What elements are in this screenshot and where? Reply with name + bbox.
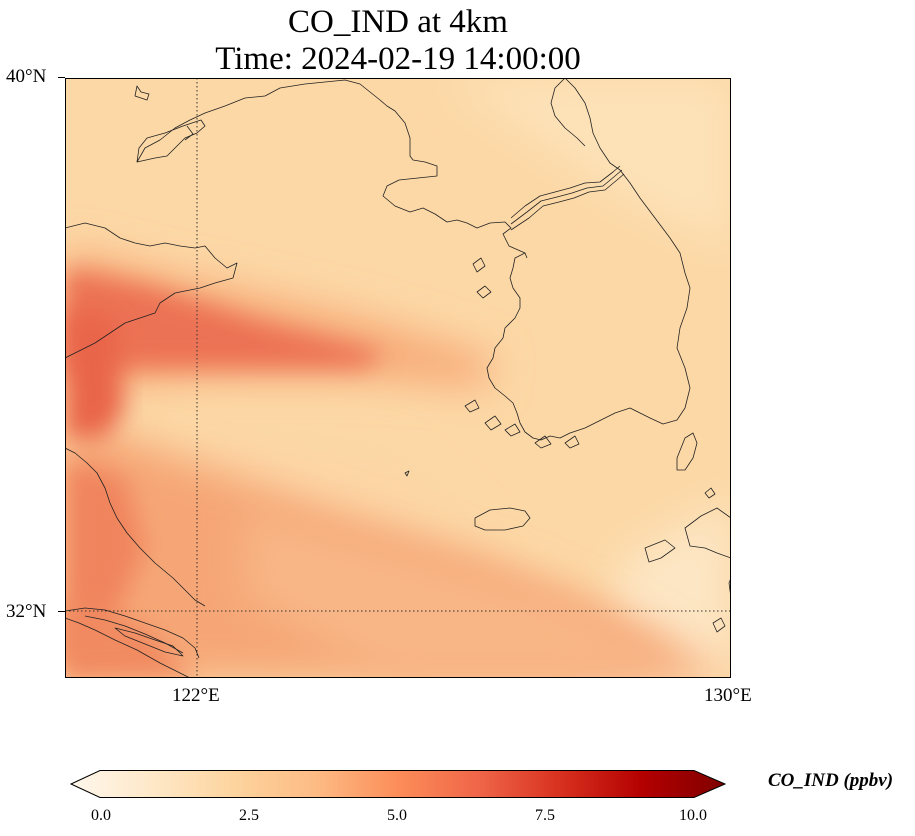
colorbar-label: CO_IND (ppbv) (768, 770, 894, 791)
colorbar-tick-3: 7.5 (535, 807, 555, 824)
colorbar-tick-2: 5.0 (387, 807, 407, 824)
map-title: CO_IND at 4km (288, 4, 508, 40)
lat-label-32n: 32°N (6, 601, 47, 622)
concentration-field (65, 78, 731, 678)
map-panel (65, 78, 731, 678)
colorbar-tick-4: 10.0 (679, 807, 707, 824)
lon-label-130e: 130°E (704, 685, 752, 706)
colorbar (69, 770, 727, 802)
lat-label-40n: 40°N (6, 66, 47, 87)
lat-tick-32 (58, 611, 65, 612)
lon-label-122e: 122°E (172, 685, 220, 706)
coastlines (65, 78, 731, 678)
map-subtitle: Time: 2024-02-19 14:00:00 (215, 41, 581, 77)
map-border (65, 78, 731, 678)
lat-tick-40 (58, 77, 65, 78)
colorbar-tick-0: 0.0 (91, 807, 111, 824)
colorbar-tick-1: 2.5 (239, 807, 259, 824)
